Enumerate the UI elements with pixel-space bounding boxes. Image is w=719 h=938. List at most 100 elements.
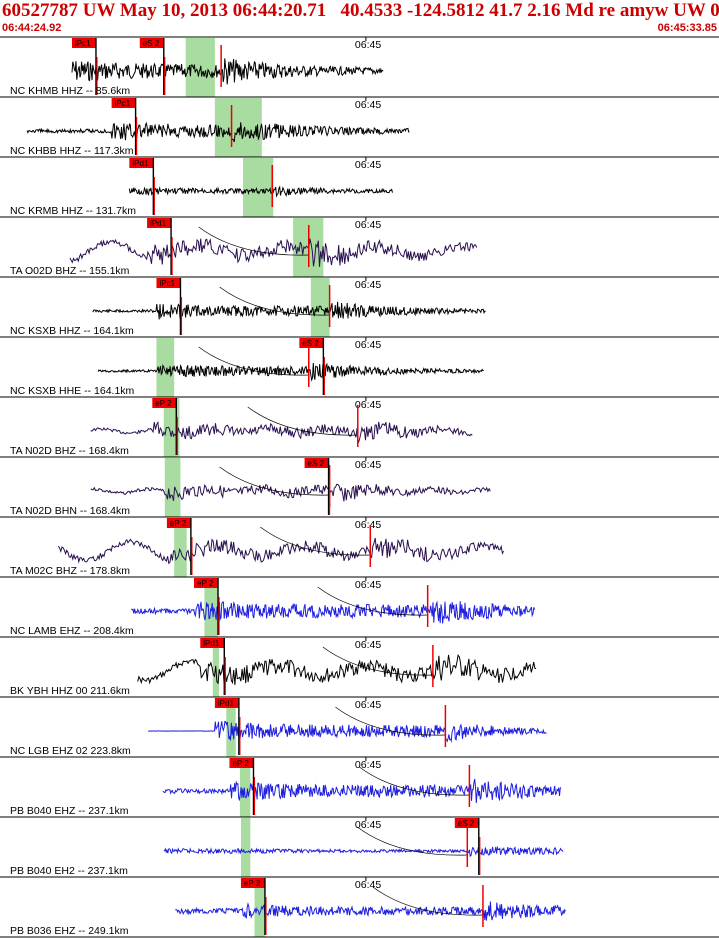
waveform-trace bbox=[97, 362, 484, 382]
minute-tick-label: 06:45 bbox=[355, 339, 381, 351]
minute-tick-label: 06:45 bbox=[355, 519, 381, 531]
station-label: TA M02C BHZ -- 178.8km bbox=[10, 565, 130, 577]
travel-time-curve bbox=[359, 766, 470, 796]
waveform-trace bbox=[128, 185, 393, 198]
travel-time-curve bbox=[219, 286, 330, 316]
travel-time-curve bbox=[247, 406, 358, 436]
trace-panel: 06:45 eP 2 PB B036 EHZ -- 249.1km bbox=[0, 876, 719, 937]
minute-tick-label: 06:45 bbox=[355, 819, 381, 831]
pick-box bbox=[156, 278, 181, 288]
pick-window-band bbox=[164, 458, 181, 517]
trace-panel: 06:45 eP 2 NC LAMB EHZ -- 208.4km bbox=[0, 576, 719, 637]
station-label: NC KHMB HHZ -- 85.6km bbox=[10, 85, 130, 97]
trace-panel: 06:45 eP 2 TA N02D BHZ -- 168.4km bbox=[0, 396, 719, 457]
waveform-trace bbox=[162, 778, 562, 804]
trace-panel: 06:45 iPc1 eS 2 NC KHMB HHZ -- 85.6km bbox=[0, 36, 719, 97]
pick-box bbox=[214, 698, 239, 708]
waveform-trace bbox=[57, 537, 505, 565]
station-label: TA N02D BHZ -- 168.4km bbox=[10, 445, 129, 457]
trace-panel: 06:45 iPc1 NC KHBB HHZ -- 117.3km bbox=[0, 96, 719, 157]
station-label: PB B040 EHZ -- 237.1km bbox=[10, 805, 129, 817]
waveform-trace bbox=[26, 121, 410, 143]
minute-tick-label: 06:45 bbox=[355, 879, 381, 891]
pick-label: eS 2 bbox=[302, 339, 319, 348]
minute-tick-label: 06:45 bbox=[355, 639, 381, 651]
station-label: NC KRMB HHZ -- 131.7km bbox=[10, 205, 136, 217]
pick-label: eP 2 bbox=[244, 879, 261, 888]
travel-time-curve bbox=[372, 886, 483, 916]
pick-window-band bbox=[163, 398, 180, 457]
minute-tick-label: 06:45 bbox=[355, 699, 381, 711]
station-label: PB B036 EHZ -- 249.1km bbox=[10, 925, 129, 937]
trace-panel: 06:45 eS 2 PB B040 EH2 -- 237.1km bbox=[0, 816, 719, 877]
pick-window-band bbox=[243, 158, 274, 217]
trace-panel: 06:45 eS 2 TA N02D BHN -- 168.4km bbox=[0, 456, 719, 517]
pick-window-band bbox=[174, 518, 187, 577]
pick-label: eP 2 bbox=[170, 519, 187, 528]
station-label: NC LGB EHZ 02 223.8km bbox=[10, 745, 131, 757]
waveform-trace bbox=[90, 420, 473, 444]
pick-label: eS 2 bbox=[308, 459, 325, 468]
trace-panel: 06:45 eP 2 PB B040 EHZ -- 237.1km bbox=[0, 756, 719, 817]
waveform-trace bbox=[175, 901, 567, 921]
pick-window-band bbox=[254, 878, 265, 937]
travel-time-curve bbox=[198, 226, 309, 256]
pick-box bbox=[240, 878, 265, 888]
pick-label: iPd1 bbox=[150, 219, 167, 228]
pick-label: iPd1 bbox=[132, 159, 149, 168]
pick-box bbox=[111, 98, 136, 108]
travel-time-curve bbox=[322, 646, 433, 676]
station-label: BK YBH HHZ 00 211.6km bbox=[10, 685, 130, 697]
minute-tick-label: 06:45 bbox=[355, 579, 381, 591]
end-time: 06:45:33.85 bbox=[657, 22, 717, 34]
pick-window-band bbox=[214, 98, 262, 157]
event-title: 60527787 UW May 10, 2013 06:44:20.71 40.… bbox=[2, 0, 719, 21]
start-time: 06:44:24.92 bbox=[2, 22, 62, 34]
minute-tick-label: 06:45 bbox=[355, 279, 381, 291]
station-label: NC KHBB HHZ -- 117.3km bbox=[10, 145, 134, 157]
station-label: NC KSXB HHE -- 164.1km bbox=[10, 385, 135, 397]
waveform-trace bbox=[69, 238, 478, 267]
pick-label: iPc1 bbox=[159, 279, 175, 288]
waveform-trace bbox=[71, 58, 384, 85]
minute-tick-label: 06:45 bbox=[355, 99, 381, 111]
pick-window-band bbox=[310, 278, 330, 337]
pick-box bbox=[299, 338, 324, 348]
trace-panel: 06:45 iPd1 NC LGB EHZ 02 223.8km bbox=[0, 696, 719, 757]
station-label: TA N02D BHN -- 168.4km bbox=[10, 505, 130, 517]
pick-label: eP 2 bbox=[197, 579, 214, 588]
pick-box bbox=[129, 158, 154, 168]
pick-label: eS 2 bbox=[143, 39, 160, 48]
pick-label: iPc1 bbox=[75, 39, 91, 48]
travel-time-curve bbox=[198, 346, 309, 376]
pick-box bbox=[147, 218, 172, 228]
pick-label: eP 2 bbox=[155, 399, 172, 408]
minute-tick-label: 06:45 bbox=[355, 759, 381, 771]
travel-time-curve bbox=[219, 466, 330, 496]
pick-label: iPc1 bbox=[115, 99, 131, 108]
pick-window-band bbox=[156, 338, 175, 397]
station-label: PB B040 EH2 -- 237.1km bbox=[10, 865, 128, 877]
minute-tick-label: 06:45 bbox=[355, 399, 381, 411]
pick-label: eS 2 bbox=[458, 819, 475, 828]
pick-window-band bbox=[240, 818, 251, 877]
station-label: TA O02D BHZ -- 155.1km bbox=[10, 265, 130, 277]
travel-time-curve bbox=[357, 826, 468, 856]
trace-panel: 06:45 iPc1 NC KSXB HHZ -- 164.1km bbox=[0, 276, 719, 337]
waveform-trace bbox=[137, 653, 537, 686]
pick-window-band bbox=[239, 758, 251, 817]
pick-box bbox=[304, 458, 329, 468]
waveform-trace bbox=[163, 845, 564, 857]
minute-tick-label: 06:45 bbox=[355, 159, 381, 171]
waveform-trace bbox=[90, 483, 491, 502]
waveform-trace bbox=[148, 720, 547, 743]
travel-time-curve bbox=[335, 706, 446, 736]
pick-box bbox=[200, 638, 225, 648]
trace-panel: 06:45 iPd1 BK YBH HHZ 00 211.6km bbox=[0, 636, 719, 697]
trace-panel: 06:45 eP 2 TA M02C BHZ -- 178.8km bbox=[0, 516, 719, 577]
station-label: NC KSXB HHZ -- 164.1km bbox=[10, 325, 134, 337]
pick-label: eP 2 bbox=[232, 759, 249, 768]
pick-box bbox=[139, 38, 164, 48]
travel-time-curve bbox=[317, 586, 428, 616]
